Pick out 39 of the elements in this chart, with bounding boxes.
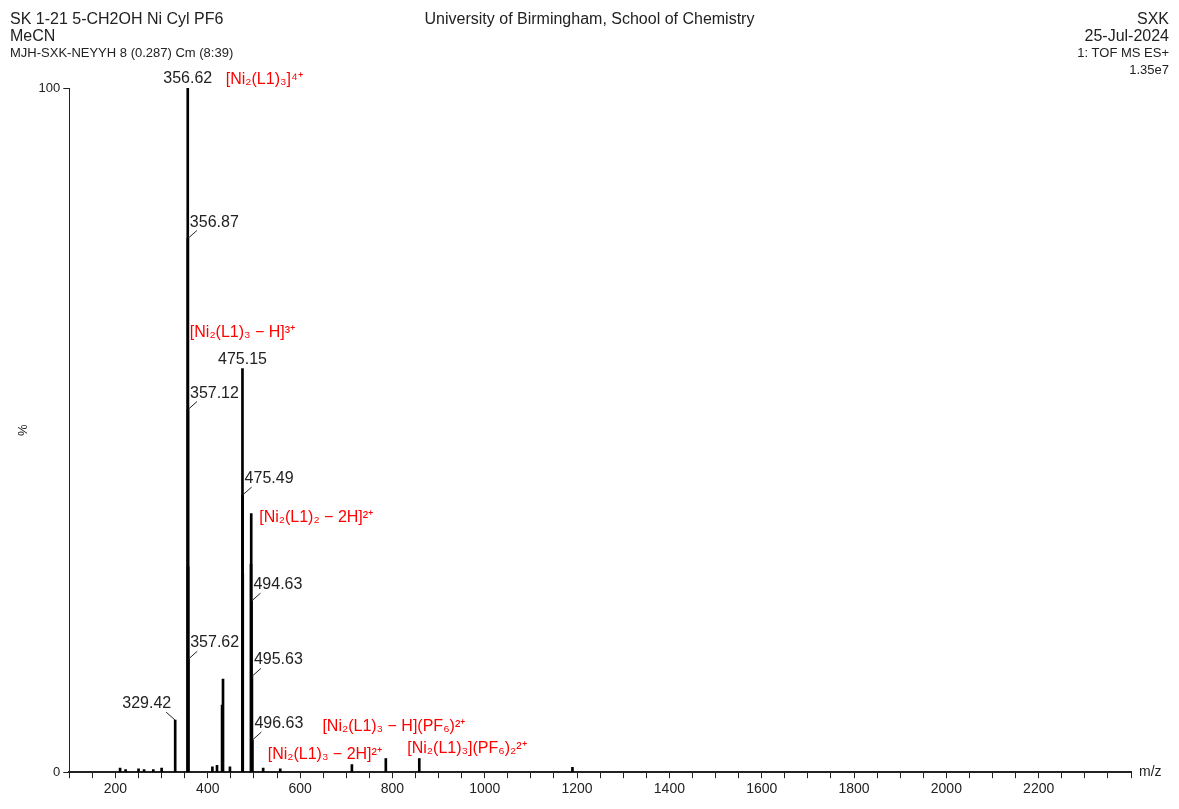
- text: 1.35e7: [1128, 61, 1169, 78]
- annotation: 357.12: [189, 383, 240, 401]
- annotation: 475.15: [218, 349, 268, 367]
- x-tick-label: 400: [196, 780, 220, 797]
- annotation: [Ni₂(L1)₃](PF₆)₂²⁺: [407, 738, 527, 756]
- annotation: [Ni₂(L1)₃ − H]³⁺: [189, 322, 296, 340]
- annotation: 494.63: [253, 575, 303, 593]
- y-axis-title: %: [15, 423, 31, 436]
- annotation: 329.42: [122, 694, 172, 712]
- y-tick-label: 0: [53, 763, 61, 779]
- x-tick-label: 1600: [746, 780, 778, 797]
- text: MJH-SXK-NEYYH 8 (0.287) Cm (8:39): [10, 44, 234, 61]
- annotation: [Ni₂(L1)₂ − 2H]²⁺: [259, 507, 374, 525]
- x-tick-label: 1800: [838, 780, 870, 797]
- y-tick-label: 100: [38, 79, 61, 95]
- annotation: 356.62: [163, 69, 213, 86]
- annotation: 356.87: [189, 212, 239, 230]
- text: 1: TOF MS ES+: [1077, 44, 1169, 61]
- annotation: [Ni₂(L1)₃ − 2H]²⁺: [267, 744, 382, 762]
- x-tick-label: 2200: [1023, 780, 1055, 797]
- x-tick-label: 1400: [653, 780, 686, 797]
- text: 25-Jul-2024: [1083, 27, 1169, 44]
- annotation: [Ni₂(L1)₃]⁴⁺: [225, 70, 303, 87]
- x-tick-label: 600: [288, 780, 312, 797]
- annotation: 496.63: [254, 714, 304, 732]
- annotation: 475.49: [244, 469, 294, 487]
- annotation: 495.63: [253, 650, 303, 668]
- x-tick-label: 200: [103, 780, 128, 797]
- x-axis-title: m/z: [1139, 763, 1162, 780]
- text: SXK: [1136, 10, 1169, 27]
- x-tick-label: 1000: [469, 780, 501, 797]
- x-tick-label: 1200: [561, 780, 593, 797]
- annotation: [Ni₂(L1)₃ − H](PF₆)²⁺: [322, 716, 466, 734]
- x-tick-label: 800: [380, 780, 405, 797]
- text: MeCN: [10, 27, 57, 44]
- x-tick-label: 2000: [930, 780, 963, 797]
- text: SK 1-21 5-CH2OH Ni Cyl PF6: [10, 10, 225, 27]
- annotation: 357.62: [190, 633, 240, 651]
- chart-title: University of Birmingham, School of Chemistry: [424, 10, 755, 28]
